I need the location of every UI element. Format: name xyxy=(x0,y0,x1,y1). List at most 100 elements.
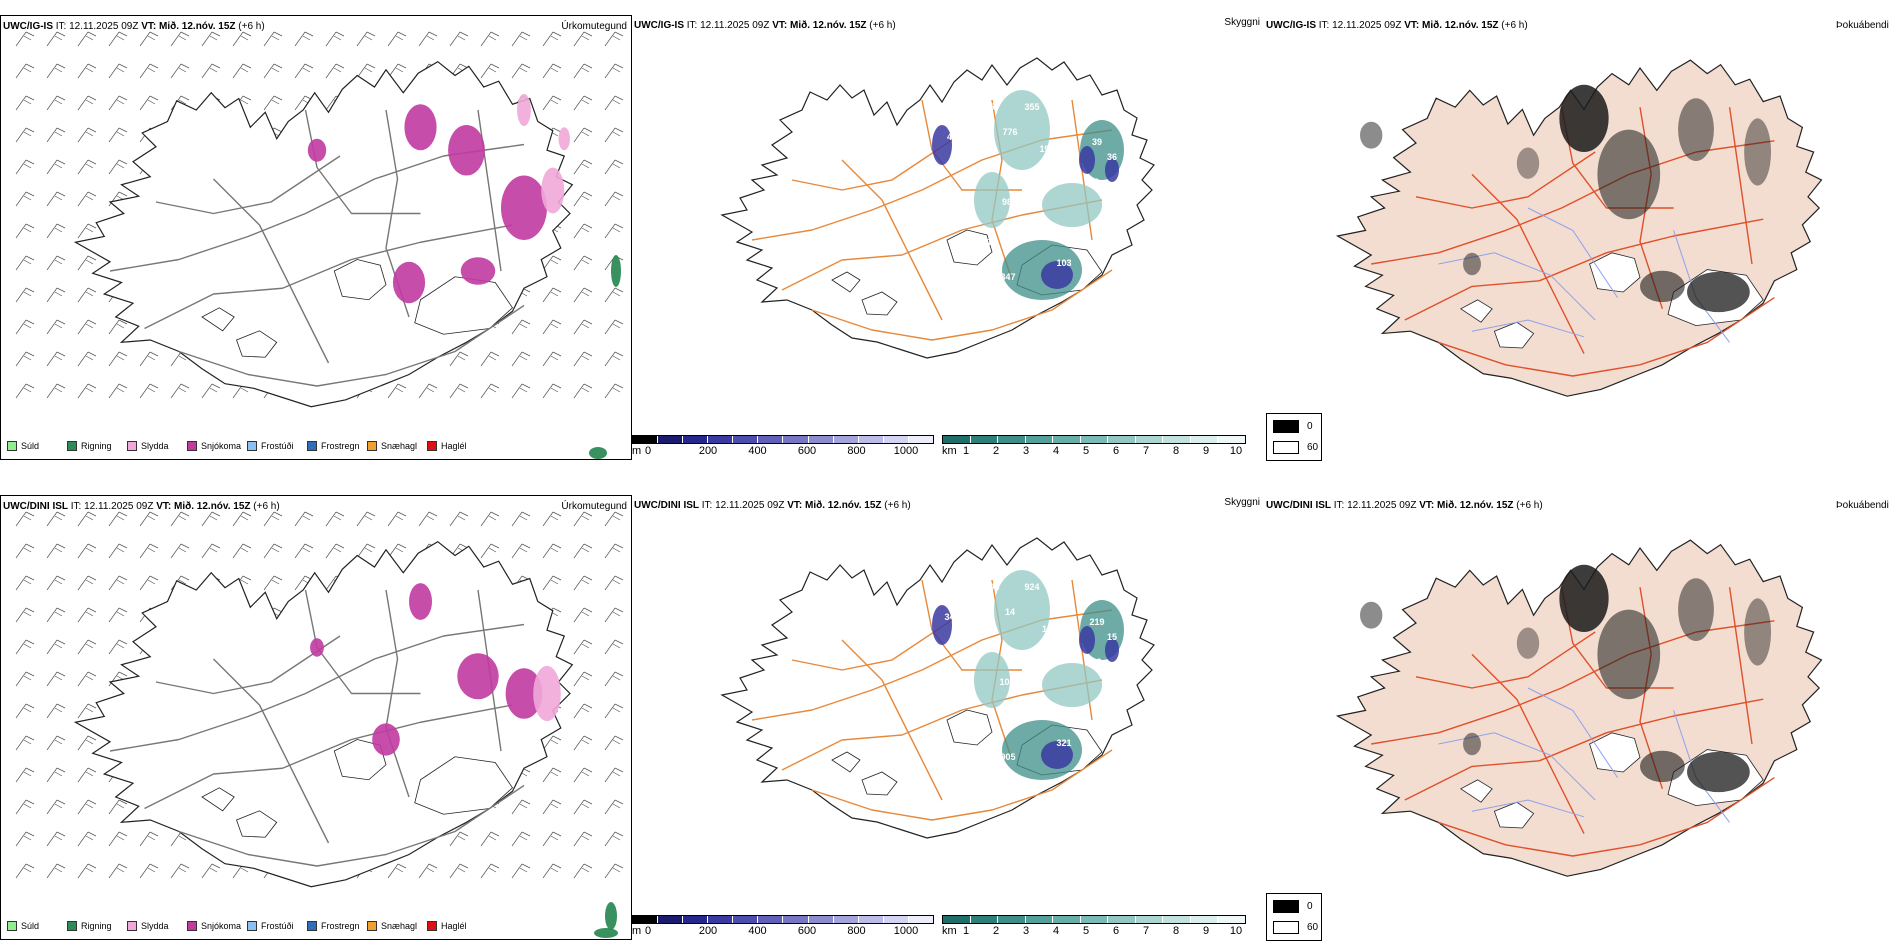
wind-barb xyxy=(542,799,562,815)
iceland-map xyxy=(1335,59,1823,397)
visibility-patch xyxy=(1042,663,1102,707)
wind-barb xyxy=(46,351,66,367)
colorbar-cell xyxy=(733,916,759,923)
ceiling-label: 38 xyxy=(1089,177,1099,187)
model-name: UWC/IG-IS xyxy=(3,21,53,32)
wind-barb xyxy=(46,703,66,719)
fog-legend-item: 60 xyxy=(1273,921,1318,934)
ceiling-label: 20 xyxy=(902,662,912,672)
colorbar-cell xyxy=(883,916,909,923)
wind-barb xyxy=(46,95,66,111)
ceiling-label: 42 xyxy=(947,132,957,142)
wind-barb xyxy=(573,511,593,527)
legend-swatch xyxy=(7,921,17,931)
snow-patch xyxy=(372,723,400,756)
wind-barb xyxy=(418,383,438,399)
wind-barb xyxy=(46,31,66,47)
road-line xyxy=(1404,698,1764,801)
wind-barb xyxy=(170,63,190,79)
wind-barb xyxy=(170,383,190,399)
fog-legend-item: 60 xyxy=(1273,441,1318,454)
glacier-outline xyxy=(946,709,993,746)
fog-legend-label: 60 xyxy=(1307,922,1319,933)
wind-barb xyxy=(263,63,283,79)
colorbar-cell xyxy=(1080,916,1109,923)
wind-barb xyxy=(604,543,624,559)
colorbar-unit: m xyxy=(632,925,642,937)
colorbar-ticks: km 1 2 3 4 5 6 7 8 9 10 xyxy=(942,924,1246,937)
colorbar-cell xyxy=(998,436,1026,443)
wind-barb xyxy=(542,863,562,879)
wind-barb xyxy=(15,575,35,591)
wind-barb xyxy=(139,543,159,559)
wind-barb xyxy=(77,319,97,335)
colorbar-tick: 5 xyxy=(1082,445,1090,457)
wind-barb xyxy=(604,319,624,335)
ceiling-label: 219 xyxy=(1089,617,1104,627)
wind-barb xyxy=(542,319,562,335)
road-line xyxy=(841,159,943,321)
wind-barb xyxy=(542,351,562,367)
wind-barb xyxy=(604,191,624,207)
ceiling-label: 57 xyxy=(927,162,937,172)
colorbar-tick: 7 xyxy=(1142,925,1150,937)
fog-legend: 0 60 xyxy=(1266,413,1322,461)
legend-item: Slydda xyxy=(127,921,187,931)
colorbar-cell xyxy=(943,436,971,443)
wind-barb xyxy=(263,511,283,527)
wind-barb xyxy=(77,703,97,719)
wind-barb xyxy=(542,543,562,559)
fog-map-1 xyxy=(1335,59,1823,397)
wind-barb xyxy=(263,543,283,559)
road-line xyxy=(1728,107,1753,265)
wind-barb xyxy=(46,831,66,847)
wind-barb xyxy=(108,351,128,367)
wind-barb xyxy=(15,31,35,47)
wind-barb xyxy=(108,863,128,879)
wind-barb xyxy=(46,767,66,783)
wind-barb xyxy=(15,383,35,399)
colorbar-cell xyxy=(1218,916,1246,923)
colorbar-tick: 6 xyxy=(1112,445,1120,457)
wind-barb xyxy=(201,63,221,79)
iceland-map xyxy=(73,60,574,408)
road-line xyxy=(1438,777,1775,857)
wind-barb xyxy=(139,383,159,399)
colorbar-tick: 200 xyxy=(698,445,718,457)
wind-barb xyxy=(46,255,66,271)
colorbar-tick: 7 xyxy=(1142,445,1150,457)
legend-swatch xyxy=(247,441,257,451)
wind-barb xyxy=(480,351,500,367)
ceiling-patch xyxy=(1041,741,1073,769)
legend-swatch xyxy=(127,921,137,931)
ceiling-label: 3 xyxy=(989,717,994,727)
visibility-colorbar: km 1 2 3 4 5 6 7 8 9 10 xyxy=(942,435,1246,457)
colorbar-cell xyxy=(858,916,884,923)
road-line xyxy=(791,139,953,191)
wind-barb xyxy=(108,127,128,143)
glacier-outline xyxy=(946,229,993,266)
wind-barb xyxy=(77,575,97,591)
legend-item: Snæhagl xyxy=(367,441,427,451)
ceiling-label: 99 xyxy=(1059,122,1069,132)
rain-patch xyxy=(611,255,621,287)
panel-title: Þokuábendi xyxy=(1836,20,1889,31)
legend-item: Slydda xyxy=(127,441,187,451)
road-line xyxy=(304,109,421,215)
wind-barb xyxy=(108,319,128,335)
wind-barb xyxy=(604,287,624,303)
wind-barb xyxy=(604,799,624,815)
wind-barb xyxy=(604,639,624,655)
wind-barb xyxy=(511,31,531,47)
glacier-outline xyxy=(235,810,278,838)
wind-barb xyxy=(15,703,35,719)
glacier-outline xyxy=(1493,801,1535,829)
legend-label: Súld xyxy=(21,921,40,931)
ceiling-label: 132 xyxy=(1086,657,1101,667)
wind-barb xyxy=(604,127,624,143)
fog-panel-1: UWC/IG-IS IT: 12.11.2025 09Z VT: Mið. 12… xyxy=(1264,15,1900,460)
colorbar-cell xyxy=(783,916,809,923)
rain-patch xyxy=(594,928,618,938)
colorbar-tick: 2 xyxy=(992,445,1000,457)
ceiling-label: 103 xyxy=(1056,258,1071,268)
